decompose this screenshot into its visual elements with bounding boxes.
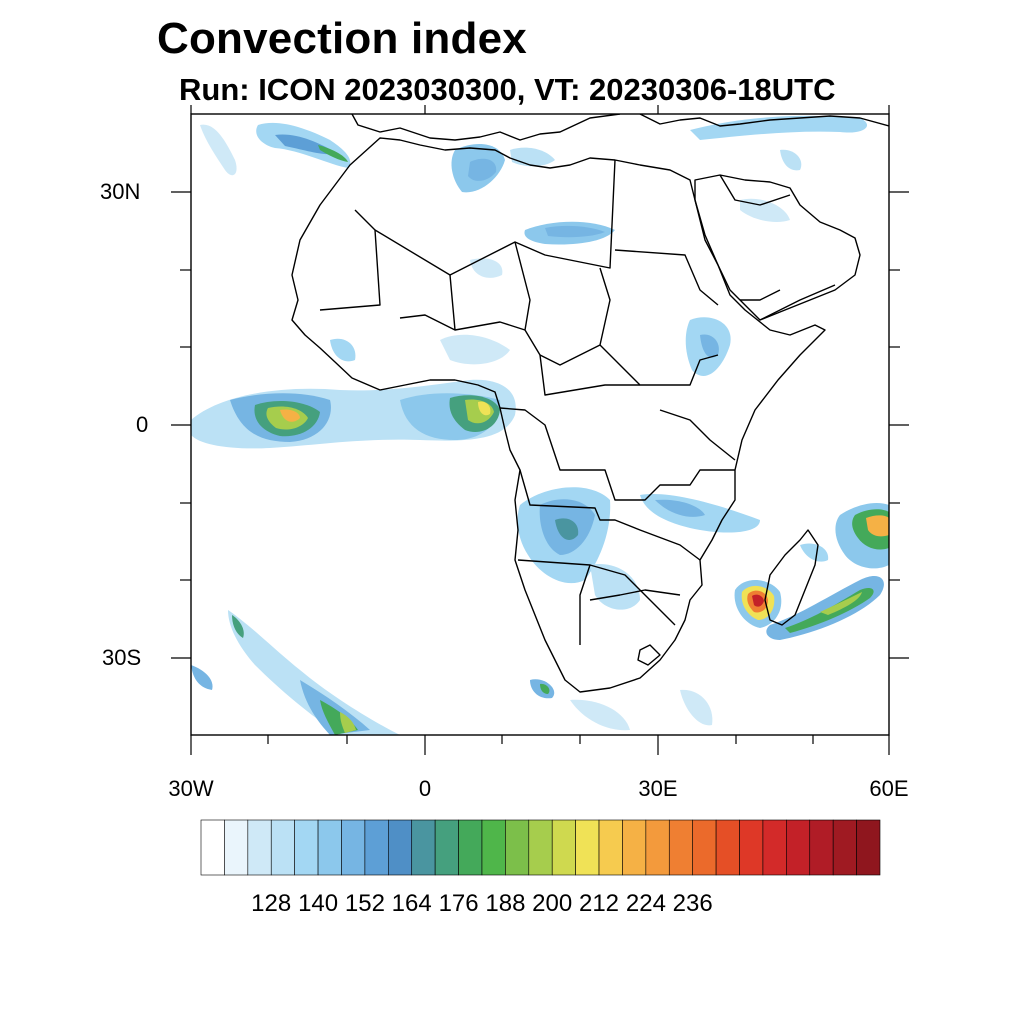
colorbar-box	[434, 819, 459, 876]
colorbar-label: 128	[251, 890, 292, 917]
lon-label-60e: 60E	[869, 776, 909, 801]
colorbar-label: 212	[578, 890, 620, 917]
colorbar-label: 176	[438, 890, 479, 917]
colorbar-box	[668, 819, 693, 876]
axis-ticks	[171, 105, 909, 755]
convection-south-atlantic	[191, 610, 400, 735]
colorbar-label: 188	[485, 890, 526, 917]
colorbar-box	[786, 819, 811, 876]
colorbar-box	[809, 819, 834, 876]
colorbar-box	[247, 819, 272, 876]
lat-label-30n: 30N	[100, 179, 141, 204]
colorbar-box	[505, 819, 530, 876]
colorbar-box	[224, 819, 249, 876]
colorbar-box	[598, 819, 623, 876]
convection-sahel	[330, 198, 790, 376]
colorbar-box	[294, 819, 319, 876]
colorbar-box	[622, 819, 647, 876]
lon-label-30e: 30E	[638, 776, 678, 801]
map-subtitle: Run: ICON 2023030300, VT: 20230306-18UTC	[179, 72, 836, 107]
colorbar-box	[364, 819, 389, 876]
colorbar-box	[692, 819, 717, 876]
colorbar-label: 140	[298, 890, 339, 917]
colorbar-box	[388, 819, 413, 876]
colorbar-label: 236	[672, 890, 713, 917]
colorbar-box	[715, 819, 740, 876]
colorbar-label: 152	[344, 890, 385, 917]
colorbar-box	[200, 819, 225, 876]
coastlines	[291, 114, 889, 693]
colorbar-box	[458, 819, 483, 876]
colorbar-box	[551, 819, 576, 876]
colorbar-box	[270, 819, 295, 876]
map-title: Convection index	[157, 14, 527, 63]
lat-label-0: 0	[136, 412, 149, 437]
colorbar-box	[528, 819, 553, 876]
colorbar-label: 164	[391, 890, 432, 917]
colorbar-label: 224	[625, 890, 666, 917]
colorbar-box	[411, 819, 436, 876]
colorbar-box	[317, 819, 342, 876]
colorbar-box	[832, 819, 857, 876]
colorbar-box	[575, 819, 600, 876]
colorbar-box	[341, 819, 366, 876]
colorbar-box	[856, 819, 881, 876]
lon-label-0: 0	[418, 776, 432, 801]
lat-label-30s: 30S	[102, 645, 142, 670]
convection-equatorial	[191, 379, 516, 449]
lon-label-30w: 30W	[168, 776, 214, 801]
convection-madagascar	[734, 503, 889, 640]
colorbar-box	[645, 819, 670, 876]
colorbar-label: 200	[532, 890, 573, 917]
convection-southern-africa	[517, 487, 760, 731]
colorbar-box	[739, 819, 764, 876]
colorbar-box	[481, 819, 506, 876]
convection-field	[191, 114, 889, 735]
convection-north-atlantic	[200, 115, 868, 193]
colorbar	[200, 819, 881, 876]
colorbar-box	[762, 819, 787, 876]
